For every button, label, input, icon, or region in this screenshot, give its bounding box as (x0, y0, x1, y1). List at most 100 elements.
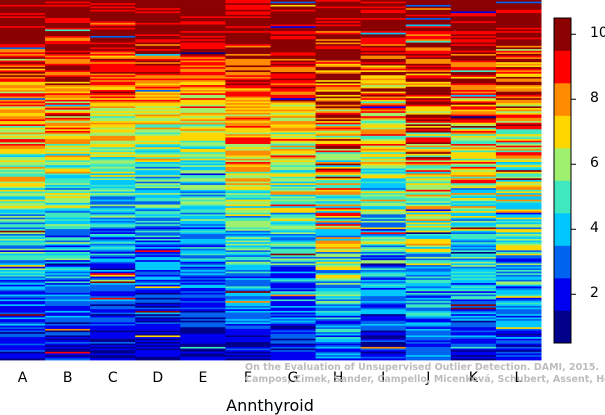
heatmap-cell (0, 234, 46, 237)
heatmap-cell (0, 90, 46, 93)
heatmap-cell (0, 337, 46, 340)
heatmap-cell (135, 47, 181, 50)
heatmap-cell (45, 306, 91, 309)
heatmap-cell (315, 317, 362, 320)
heatmap-cell (315, 198, 362, 201)
heatmap-cell (45, 270, 91, 273)
heatmap-cell (90, 225, 136, 228)
heatmap-cell (180, 98, 226, 101)
heatmap-cell (360, 21, 407, 24)
heatmap-cell (0, 202, 46, 205)
heatmap-cell (45, 83, 91, 86)
colorbar-segment (554, 83, 571, 116)
heatmap-cell (315, 358, 362, 361)
heatmap-cell (360, 315, 407, 318)
heatmap-cell (0, 94, 46, 97)
heatmap-cell (0, 355, 46, 358)
heatmap-cell (90, 219, 136, 222)
heatmap-cell (0, 130, 46, 133)
colorbar-segment (554, 213, 571, 246)
heatmap-cell (450, 343, 497, 346)
heatmap-cell (450, 256, 497, 259)
heatmap-cell (135, 49, 181, 52)
heatmap-cell (315, 3, 362, 6)
heatmap-cell (180, 148, 226, 151)
heatmap-cell (135, 188, 181, 191)
heatmap-cell (405, 243, 452, 246)
heatmap-cell (180, 268, 226, 271)
heatmap-cell (0, 44, 46, 47)
heatmap-cell (495, 122, 542, 125)
heatmap-cell (0, 42, 46, 45)
heatmap-cell (360, 214, 407, 217)
heatmap-cell (45, 27, 91, 30)
heatmap-cell (405, 314, 452, 317)
heatmap-cell (45, 224, 91, 227)
heatmap-cell (360, 355, 407, 358)
heatmap-cell (45, 319, 91, 322)
heatmap-cell (180, 225, 226, 228)
heatmap-cell (270, 260, 317, 263)
heatmap-cell (225, 47, 271, 50)
heatmap-cell (135, 178, 181, 181)
heatmap-cell (270, 94, 317, 97)
heatmap-cell (495, 98, 542, 101)
heatmap-cell (450, 358, 497, 361)
heatmap-cell (405, 299, 452, 302)
heatmap-cell (0, 258, 46, 261)
heatmap-cell (45, 240, 91, 243)
heatmap-cell (0, 345, 46, 348)
heatmap-cell (90, 270, 136, 273)
heatmap-cell (225, 217, 271, 220)
heatmap-cell (180, 307, 226, 310)
heatmap-cell (450, 52, 497, 55)
heatmap-cell (450, 129, 497, 132)
heatmap-cell (0, 150, 46, 153)
heatmap-cell (405, 270, 452, 273)
heatmap-cell (135, 144, 181, 147)
heatmap-cell (270, 34, 317, 37)
heatmap-cell (180, 67, 226, 70)
heatmap-cell (0, 261, 46, 264)
heatmap-cell (0, 302, 46, 305)
heatmap-cell (180, 124, 226, 127)
heatmap-cell (315, 322, 362, 325)
heatmap-cell (360, 189, 407, 192)
heatmap-cell (360, 103, 407, 106)
heatmap-cell (180, 42, 226, 45)
heatmap-cell (90, 1, 136, 4)
heatmap-cell (0, 50, 46, 53)
heatmap-cell (45, 350, 91, 353)
heatmap-cell (495, 163, 542, 166)
heatmap-cell (180, 65, 226, 68)
heatmap-cell (45, 252, 91, 255)
heatmap-cell (135, 325, 181, 328)
heatmap-cell (495, 240, 542, 243)
heatmap-cell (90, 162, 136, 165)
heatmap-cell (135, 314, 181, 317)
heatmap-cell (360, 55, 407, 58)
heatmap-cell (90, 129, 136, 132)
heatmap-cell (315, 171, 362, 174)
heatmap-cell (90, 55, 136, 58)
heatmap-cell (135, 45, 181, 48)
heatmap-cell (405, 306, 452, 309)
heatmap-cell (450, 139, 497, 142)
heatmap-cell (495, 168, 542, 171)
heatmap-cell (315, 319, 362, 322)
heatmap-cell (180, 32, 226, 35)
heatmap-cell (0, 93, 46, 96)
heatmap-cell (225, 119, 271, 122)
heatmap-cell (405, 343, 452, 346)
heatmap-cell (45, 299, 91, 302)
heatmap-cell (0, 99, 46, 102)
heatmap-cell (315, 328, 362, 331)
heatmap-cell (450, 137, 497, 140)
heatmap-cell (450, 183, 497, 186)
heatmap-cell (135, 6, 181, 9)
heatmap-cell (0, 168, 46, 171)
heatmap-cell (405, 58, 452, 61)
heatmap-cell (180, 288, 226, 291)
heatmap-cell (180, 304, 226, 307)
heatmap-cell (405, 54, 452, 57)
